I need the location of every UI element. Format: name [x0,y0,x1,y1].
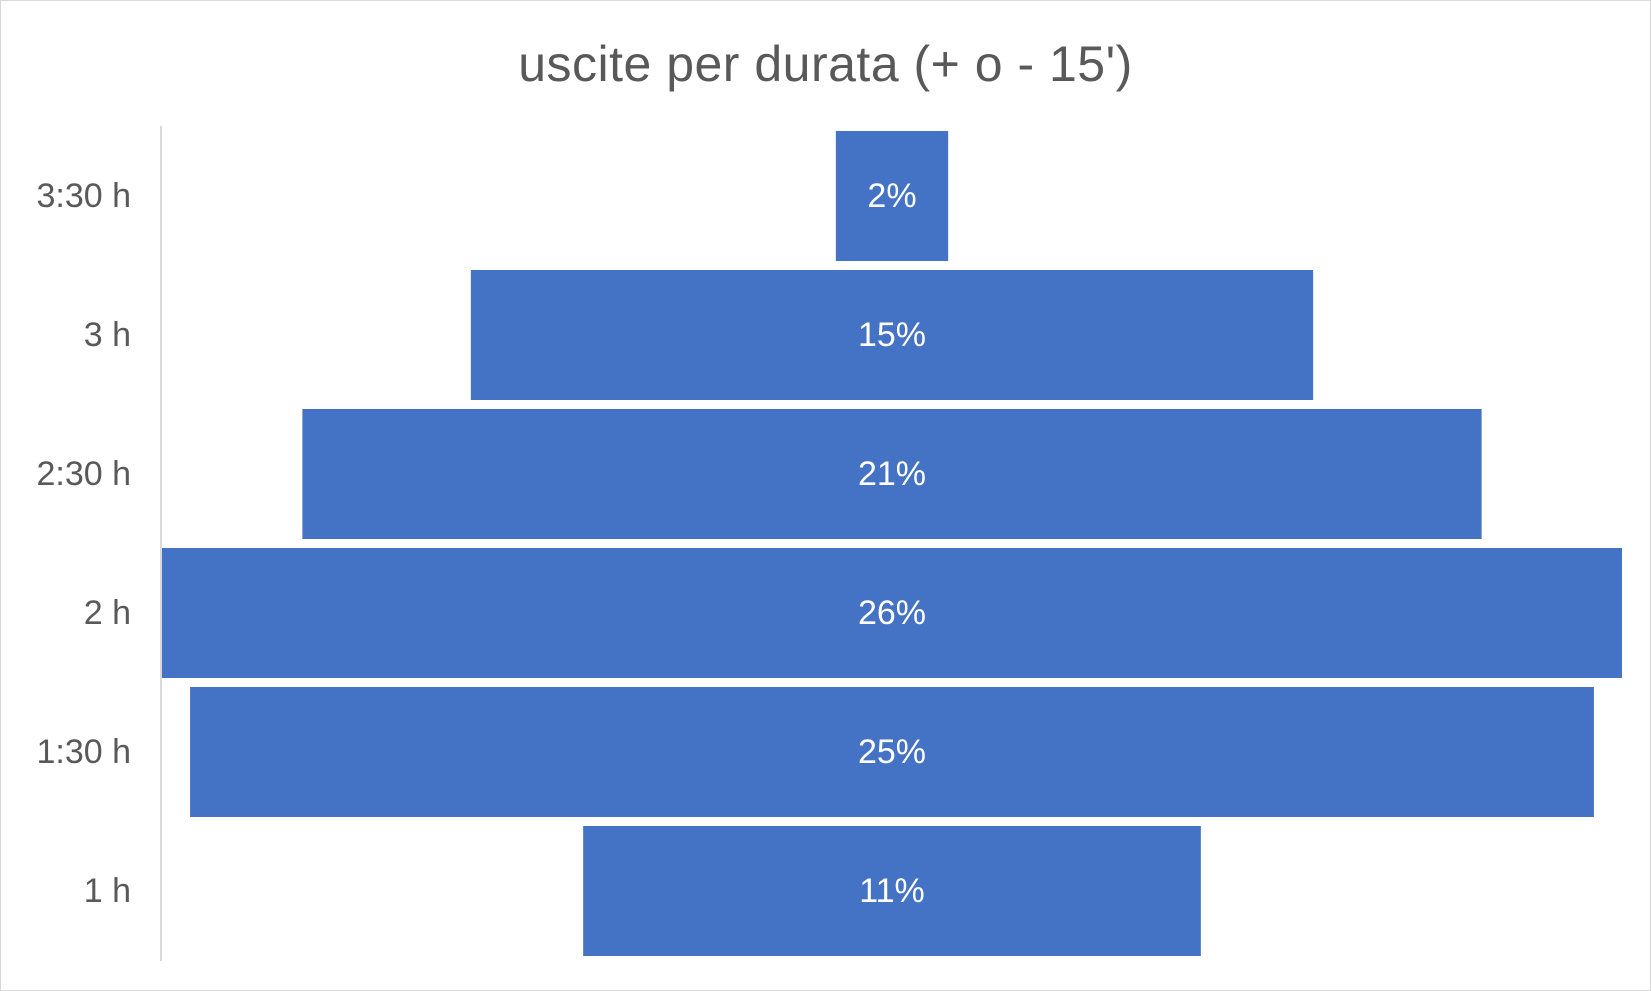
data-label-1: 15% [858,316,926,354]
category-label-0: 3:30 h [36,177,131,215]
category-label-3: 2 h [84,594,131,632]
data-label-4: 25% [858,733,926,771]
data-label-2: 21% [858,455,926,493]
category-label-2: 2:30 h [36,455,131,493]
category-label-1: 3 h [84,316,131,354]
data-label-5: 11% [859,872,925,910]
bars-layer: 2% 3:30 h 15% 3 h 21% 2:30 h 26% 2 h 25% 1:30 h 11… [36,131,1622,956]
category-label-5: 1 h [84,872,131,910]
data-label-0: 2% [867,177,916,215]
data-label-3: 26% [858,594,926,632]
category-label-4: 1:30 h [36,733,131,771]
